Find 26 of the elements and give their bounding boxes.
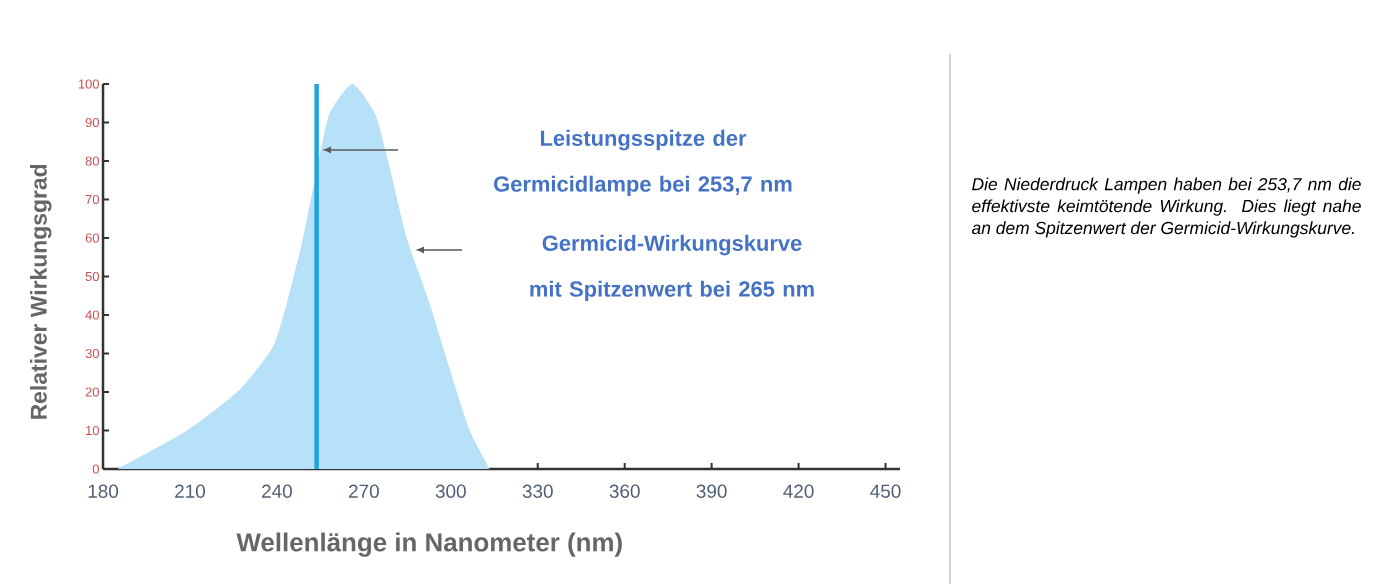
y-tick-label: 90 [85, 117, 99, 127]
y-tick-label: 40 [85, 310, 99, 320]
x-tick-label: 240 [262, 484, 292, 498]
y-tick-label: 60 [85, 233, 99, 243]
x-tick-label: 210 [175, 484, 205, 498]
y-tick-label: 20 [85, 387, 99, 397]
x-tick-label: 300 [435, 484, 466, 498]
x-tick-label: 390 [696, 484, 727, 498]
x-tick-label: 180 [88, 484, 119, 498]
x-tick-label: 420 [783, 484, 814, 498]
annotation: Germicid-Wirkungskurve mit Spitzenwert bei 265 nm [530, 234, 814, 301]
y-tick-label: 80 [85, 156, 99, 166]
text: Die Niederdruck Lampen haben bei 253,7 nm die effektivste keimtötende Wirkung. Dies liegt nahe an dem Spitzenwert der Germicid-Wirkungskurve. [971, 177, 1361, 238]
y-tick-label: 0 [92, 464, 99, 474]
x-tick-label: 330 [522, 484, 553, 498]
x-tick-label: 360 [609, 484, 640, 498]
y-tick-label: 100 [78, 79, 99, 89]
y-tick-label: 30 [85, 348, 99, 358]
annotation: Leistungsspitze der Germicidlampe bei 253,7 nm [494, 129, 792, 196]
y-tick-label: 50 [85, 271, 99, 281]
y-axis-title: Relativer Wirkungsgrad [30, 164, 52, 419]
x-axis-title: Wellenlänge in Nanometer (nm) [236, 532, 622, 557]
x-tick-label: 450 [870, 484, 901, 498]
x-tick-label: 270 [349, 484, 379, 498]
y-tick-label: 70 [85, 194, 99, 204]
y-tick-label: 10 [86, 425, 99, 435]
